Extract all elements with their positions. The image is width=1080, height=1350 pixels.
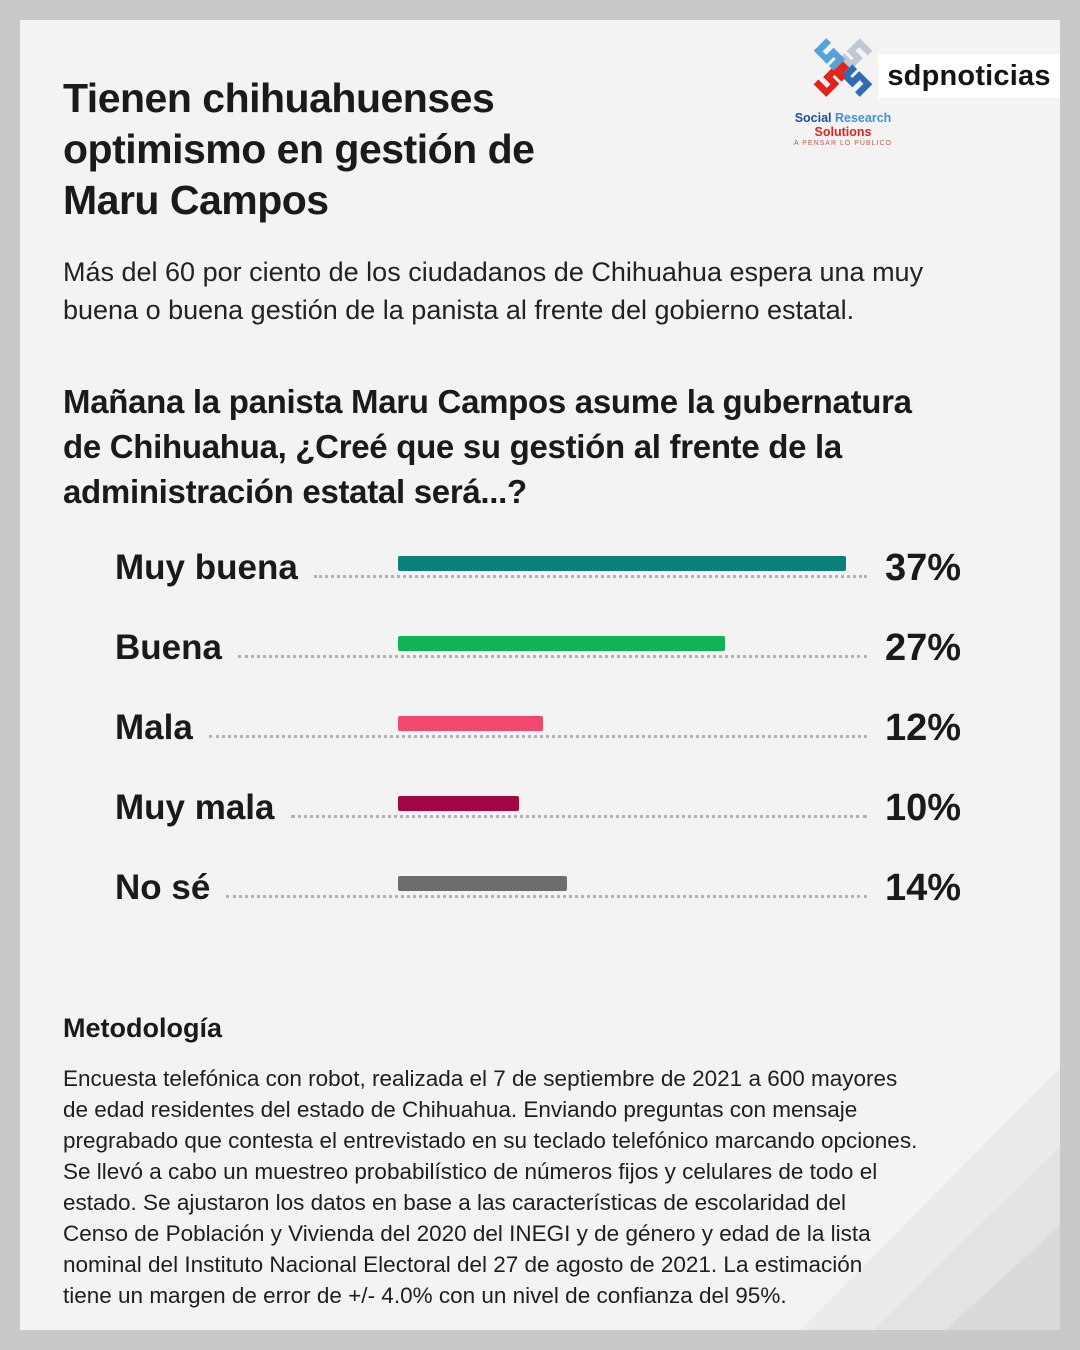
chart-row: Buena 27% (115, 600, 1005, 680)
page-title: Tienen chihuahuenses optimismo en gestió… (63, 75, 535, 224)
methodology-text: Encuesta telefónica con robot, realizada… (63, 1065, 918, 1308)
infographic-card: Tienen chihuahuenses optimismo en gestió… (20, 20, 1060, 1330)
srs-logo-wordmark: Social Research Solutions (768, 111, 918, 139)
category-label: Buena (115, 628, 222, 667)
subtitle-text: Más del 60 por ciento de los ciudadanos … (63, 257, 924, 325)
value-label: 10% (885, 787, 962, 829)
chart-row: Mala 12% (115, 680, 1005, 760)
chart-row: Muy buena 37% (115, 520, 1005, 600)
srs-word-research: Research (835, 111, 892, 125)
dotted-leader-line (208, 735, 867, 738)
survey-question: Mañana la panista Maru Campos asume la g… (63, 383, 912, 511)
category-label: Muy buena (115, 548, 298, 587)
chart-row: Muy mala 10% (115, 760, 1005, 840)
bar-chart: Muy buena 37% Buena 27% Mala 12% Muy mala 10% No… (115, 520, 1005, 920)
value-label: 37% (885, 547, 962, 589)
value-label: 27% (885, 627, 962, 669)
sdpnoticias-logo: sdpnoticias (878, 54, 1060, 98)
srs-word-social: Social (794, 111, 832, 125)
srs-pinwheel-icon (813, 38, 873, 97)
value-label: 12% (885, 707, 962, 749)
srs-word-solutions: Solutions (814, 125, 872, 139)
dotted-leader-line (226, 895, 867, 898)
srs-logo-tagline: A PENSAR LO PÚBLICO (794, 140, 892, 147)
dotted-leader-line (290, 815, 867, 818)
bar-buena (398, 636, 725, 651)
methodology-heading: Metodología (63, 1013, 222, 1043)
value-label: 14% (885, 867, 962, 909)
category-label: Mala (115, 708, 193, 747)
sdpnoticias-wordmark: sdpnoticias (887, 59, 1051, 92)
dotted-leader-line (313, 575, 867, 578)
category-label: No sé (115, 868, 211, 907)
category-label: Muy mala (115, 788, 275, 827)
bar-muy-mala (398, 796, 519, 811)
dotted-leader-line (237, 655, 867, 658)
social-research-solutions-logo: Social Research Solutions A PENSAR LO PÚ… (768, 32, 918, 147)
bar-muy-buena (398, 556, 846, 571)
bar-mala (398, 716, 543, 731)
bar-no-sé (398, 876, 567, 891)
chart-row: No sé 14% (115, 840, 1005, 920)
